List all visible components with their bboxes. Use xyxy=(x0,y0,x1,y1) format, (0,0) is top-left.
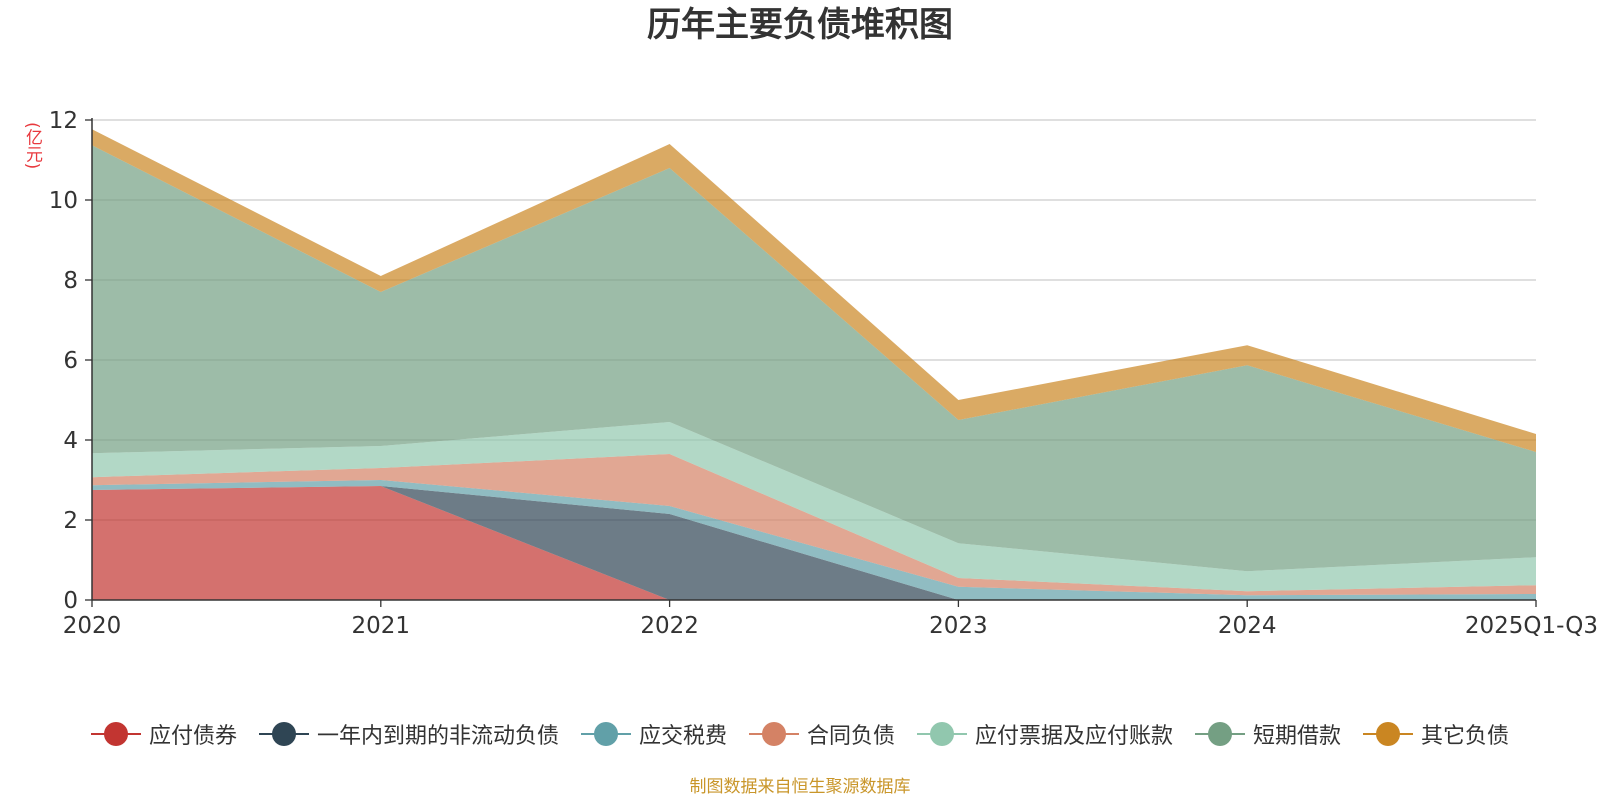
area-series-1[interactable] xyxy=(92,486,1536,600)
legend-marker-icon xyxy=(258,721,309,747)
y-axis-unit-label: (亿元) xyxy=(22,122,42,170)
legend-item-4[interactable]: 合同负债 xyxy=(748,718,895,750)
y-tick-label: 2 xyxy=(63,508,78,534)
legend-label: 其它负债 xyxy=(1421,724,1510,749)
legend-label: 短期借款 xyxy=(1253,724,1342,749)
legend-label: 应付债券 xyxy=(148,724,237,749)
axes xyxy=(85,118,1537,607)
chart-title: 历年主要负债堆积图 xyxy=(647,5,953,45)
legend-item-3[interactable]: 应交税费 xyxy=(580,718,727,750)
x-tick-label: 2020 xyxy=(63,613,122,639)
source-note: 制图数据来自恒生聚源数据库 xyxy=(689,777,911,797)
legend-marker-icon xyxy=(580,721,631,747)
x-tick-label: 2025Q1-Q3 xyxy=(1465,613,1598,639)
legend-item-2[interactable]: 一年内到期的非流动负债 xyxy=(258,718,559,750)
y-tick-label: 6 xyxy=(63,348,78,374)
area-series-2[interactable] xyxy=(92,486,1536,600)
tick-labels: 0 2 4 6 8 10 12 2020 2021 2022 2023 2024 2025Q1-Q3 xyxy=(49,108,1598,639)
legend-marker-icon xyxy=(748,721,799,747)
x-tick-label: 2022 xyxy=(640,613,699,639)
area-series-4[interactable] xyxy=(92,454,1536,596)
area-series xyxy=(92,129,1536,600)
x-tick-label: 2021 xyxy=(352,613,411,639)
y-tick-label: 10 xyxy=(49,188,78,214)
legend-label: 一年内到期的非流动负债 xyxy=(316,724,559,749)
legend-item-6[interactable]: 短期借款 xyxy=(1195,718,1341,750)
legend-label: 应付票据及应付账款 xyxy=(975,724,1174,749)
legend-marker-icon xyxy=(917,721,967,747)
legend-label: 应交税费 xyxy=(638,724,727,749)
y-tick-label: 12 xyxy=(49,108,78,134)
area-series-6[interactable] xyxy=(92,145,1536,572)
legend-marker-icon xyxy=(1363,721,1414,747)
legend-marker-icon xyxy=(90,721,141,747)
y-tick-label: 0 xyxy=(63,588,78,614)
legend-label: 合同负债 xyxy=(806,724,895,749)
legend-item-7[interactable]: 其它负债 xyxy=(1363,718,1509,750)
x-tick-label: 2024 xyxy=(1218,613,1277,639)
legend: 应付债券 一年内到期的非流动负债 应交税费 合同负债 应付票据及应付账款 短期借款 其它负债 xyxy=(0,714,1600,754)
legend-item-1[interactable]: 应付债券 xyxy=(90,718,237,750)
legend-item-5[interactable]: 应付票据及应付账款 xyxy=(917,718,1173,750)
x-tick-label: 2023 xyxy=(929,613,988,639)
legend-marker-icon xyxy=(1195,721,1246,747)
y-tick-label: 4 xyxy=(63,428,78,454)
y-tick-label: 8 xyxy=(63,268,78,294)
area-series-5[interactable] xyxy=(92,422,1536,592)
area-series-7[interactable] xyxy=(92,129,1536,452)
